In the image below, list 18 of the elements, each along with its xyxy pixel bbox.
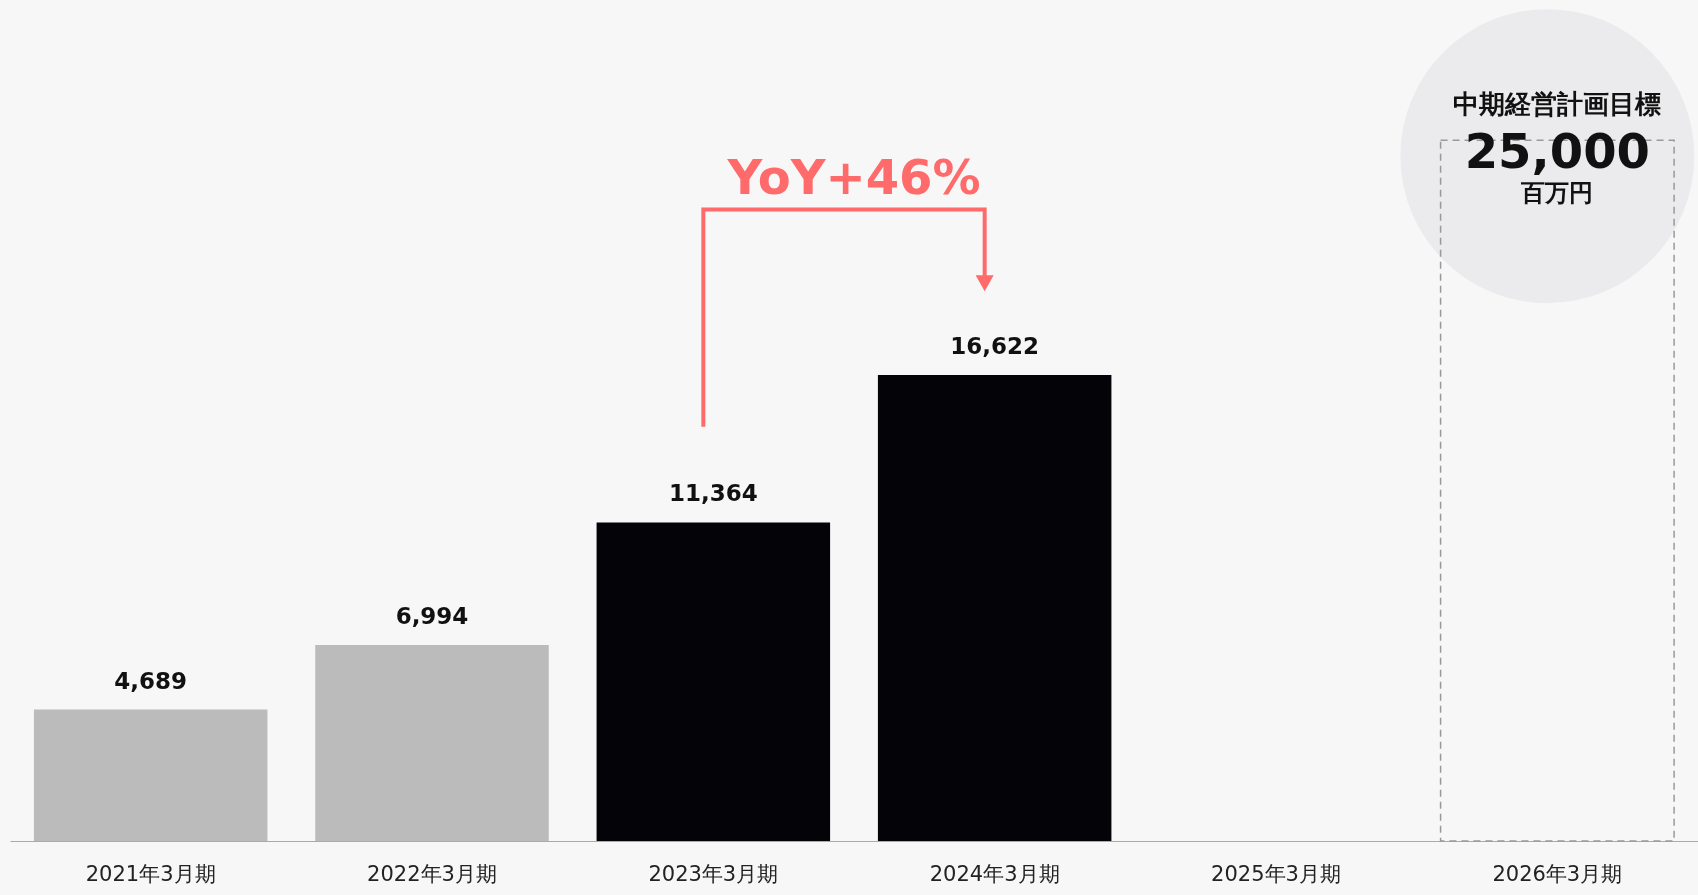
bar [877,375,1112,841]
data-label: 6,994 [395,602,469,629]
x-tick-label: 2026年3月期 [1492,861,1623,886]
data-label: 16,622 [950,333,1040,360]
x-tick-label: 2021年3月期 [85,861,216,886]
data-label: 25,000 [1464,123,1650,180]
x-tick-label: 2022年3月期 [367,861,497,886]
x-tick-label: 2023年3月期 [648,861,779,886]
bar [33,709,268,841]
annotation: YoY+46% [726,148,981,205]
annotation: 中期経営計画目標 [1453,89,1662,120]
x-tick-label: 2024年3月期 [929,861,1060,886]
data-label: 11,364 [668,480,758,507]
annotation: 百万円 [1520,179,1594,208]
bar [315,644,549,841]
x-tick-label: 2025年3月期 [1211,861,1341,886]
bar [596,522,831,841]
data-label: 4,689 [114,667,188,694]
